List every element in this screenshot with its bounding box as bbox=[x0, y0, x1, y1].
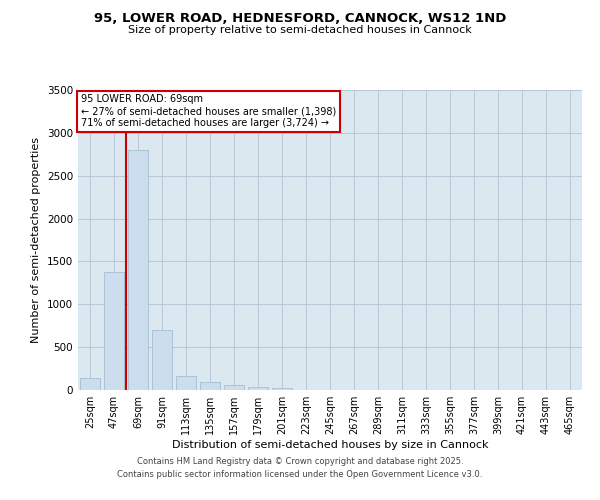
Bar bbox=[152, 330, 172, 390]
Bar bbox=[128, 150, 148, 390]
Text: Size of property relative to semi-detached houses in Cannock: Size of property relative to semi-detach… bbox=[128, 25, 472, 35]
X-axis label: Distribution of semi-detached houses by size in Cannock: Distribution of semi-detached houses by … bbox=[172, 440, 488, 450]
Bar bbox=[176, 376, 196, 390]
Bar bbox=[224, 386, 244, 390]
Text: Contains HM Land Registry data © Crown copyright and database right 2025.: Contains HM Land Registry data © Crown c… bbox=[137, 458, 463, 466]
Text: 95, LOWER ROAD, HEDNESFORD, CANNOCK, WS12 1ND: 95, LOWER ROAD, HEDNESFORD, CANNOCK, WS1… bbox=[94, 12, 506, 26]
Y-axis label: Number of semi-detached properties: Number of semi-detached properties bbox=[31, 137, 41, 343]
Bar bbox=[80, 378, 100, 390]
Bar bbox=[200, 382, 220, 390]
Text: 95 LOWER ROAD: 69sqm
← 27% of semi-detached houses are smaller (1,398)
71% of se: 95 LOWER ROAD: 69sqm ← 27% of semi-detac… bbox=[80, 94, 336, 128]
Bar bbox=[104, 272, 124, 390]
Text: Contains public sector information licensed under the Open Government Licence v3: Contains public sector information licen… bbox=[118, 470, 482, 479]
Bar bbox=[248, 388, 268, 390]
Bar bbox=[272, 388, 292, 390]
